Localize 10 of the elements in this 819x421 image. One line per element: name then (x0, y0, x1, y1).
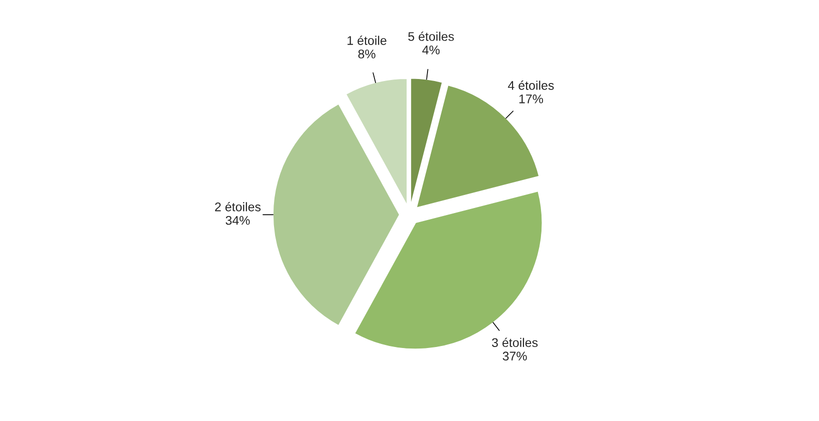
slice-label: 3 étoiles (492, 338, 538, 348)
data-label: 8% (358, 50, 376, 58)
data-label: 4% (422, 46, 440, 54)
slice-label: 1 étoile (348, 36, 386, 45)
data-label: 34% (226, 216, 250, 225)
data-label: 17% (519, 94, 544, 104)
slice-label: 2 étoiles (215, 202, 261, 212)
slice-label: 4 étoiles (508, 80, 554, 90)
slice-label: 5 étoiles (408, 32, 454, 41)
data-label: 37% (502, 352, 527, 361)
